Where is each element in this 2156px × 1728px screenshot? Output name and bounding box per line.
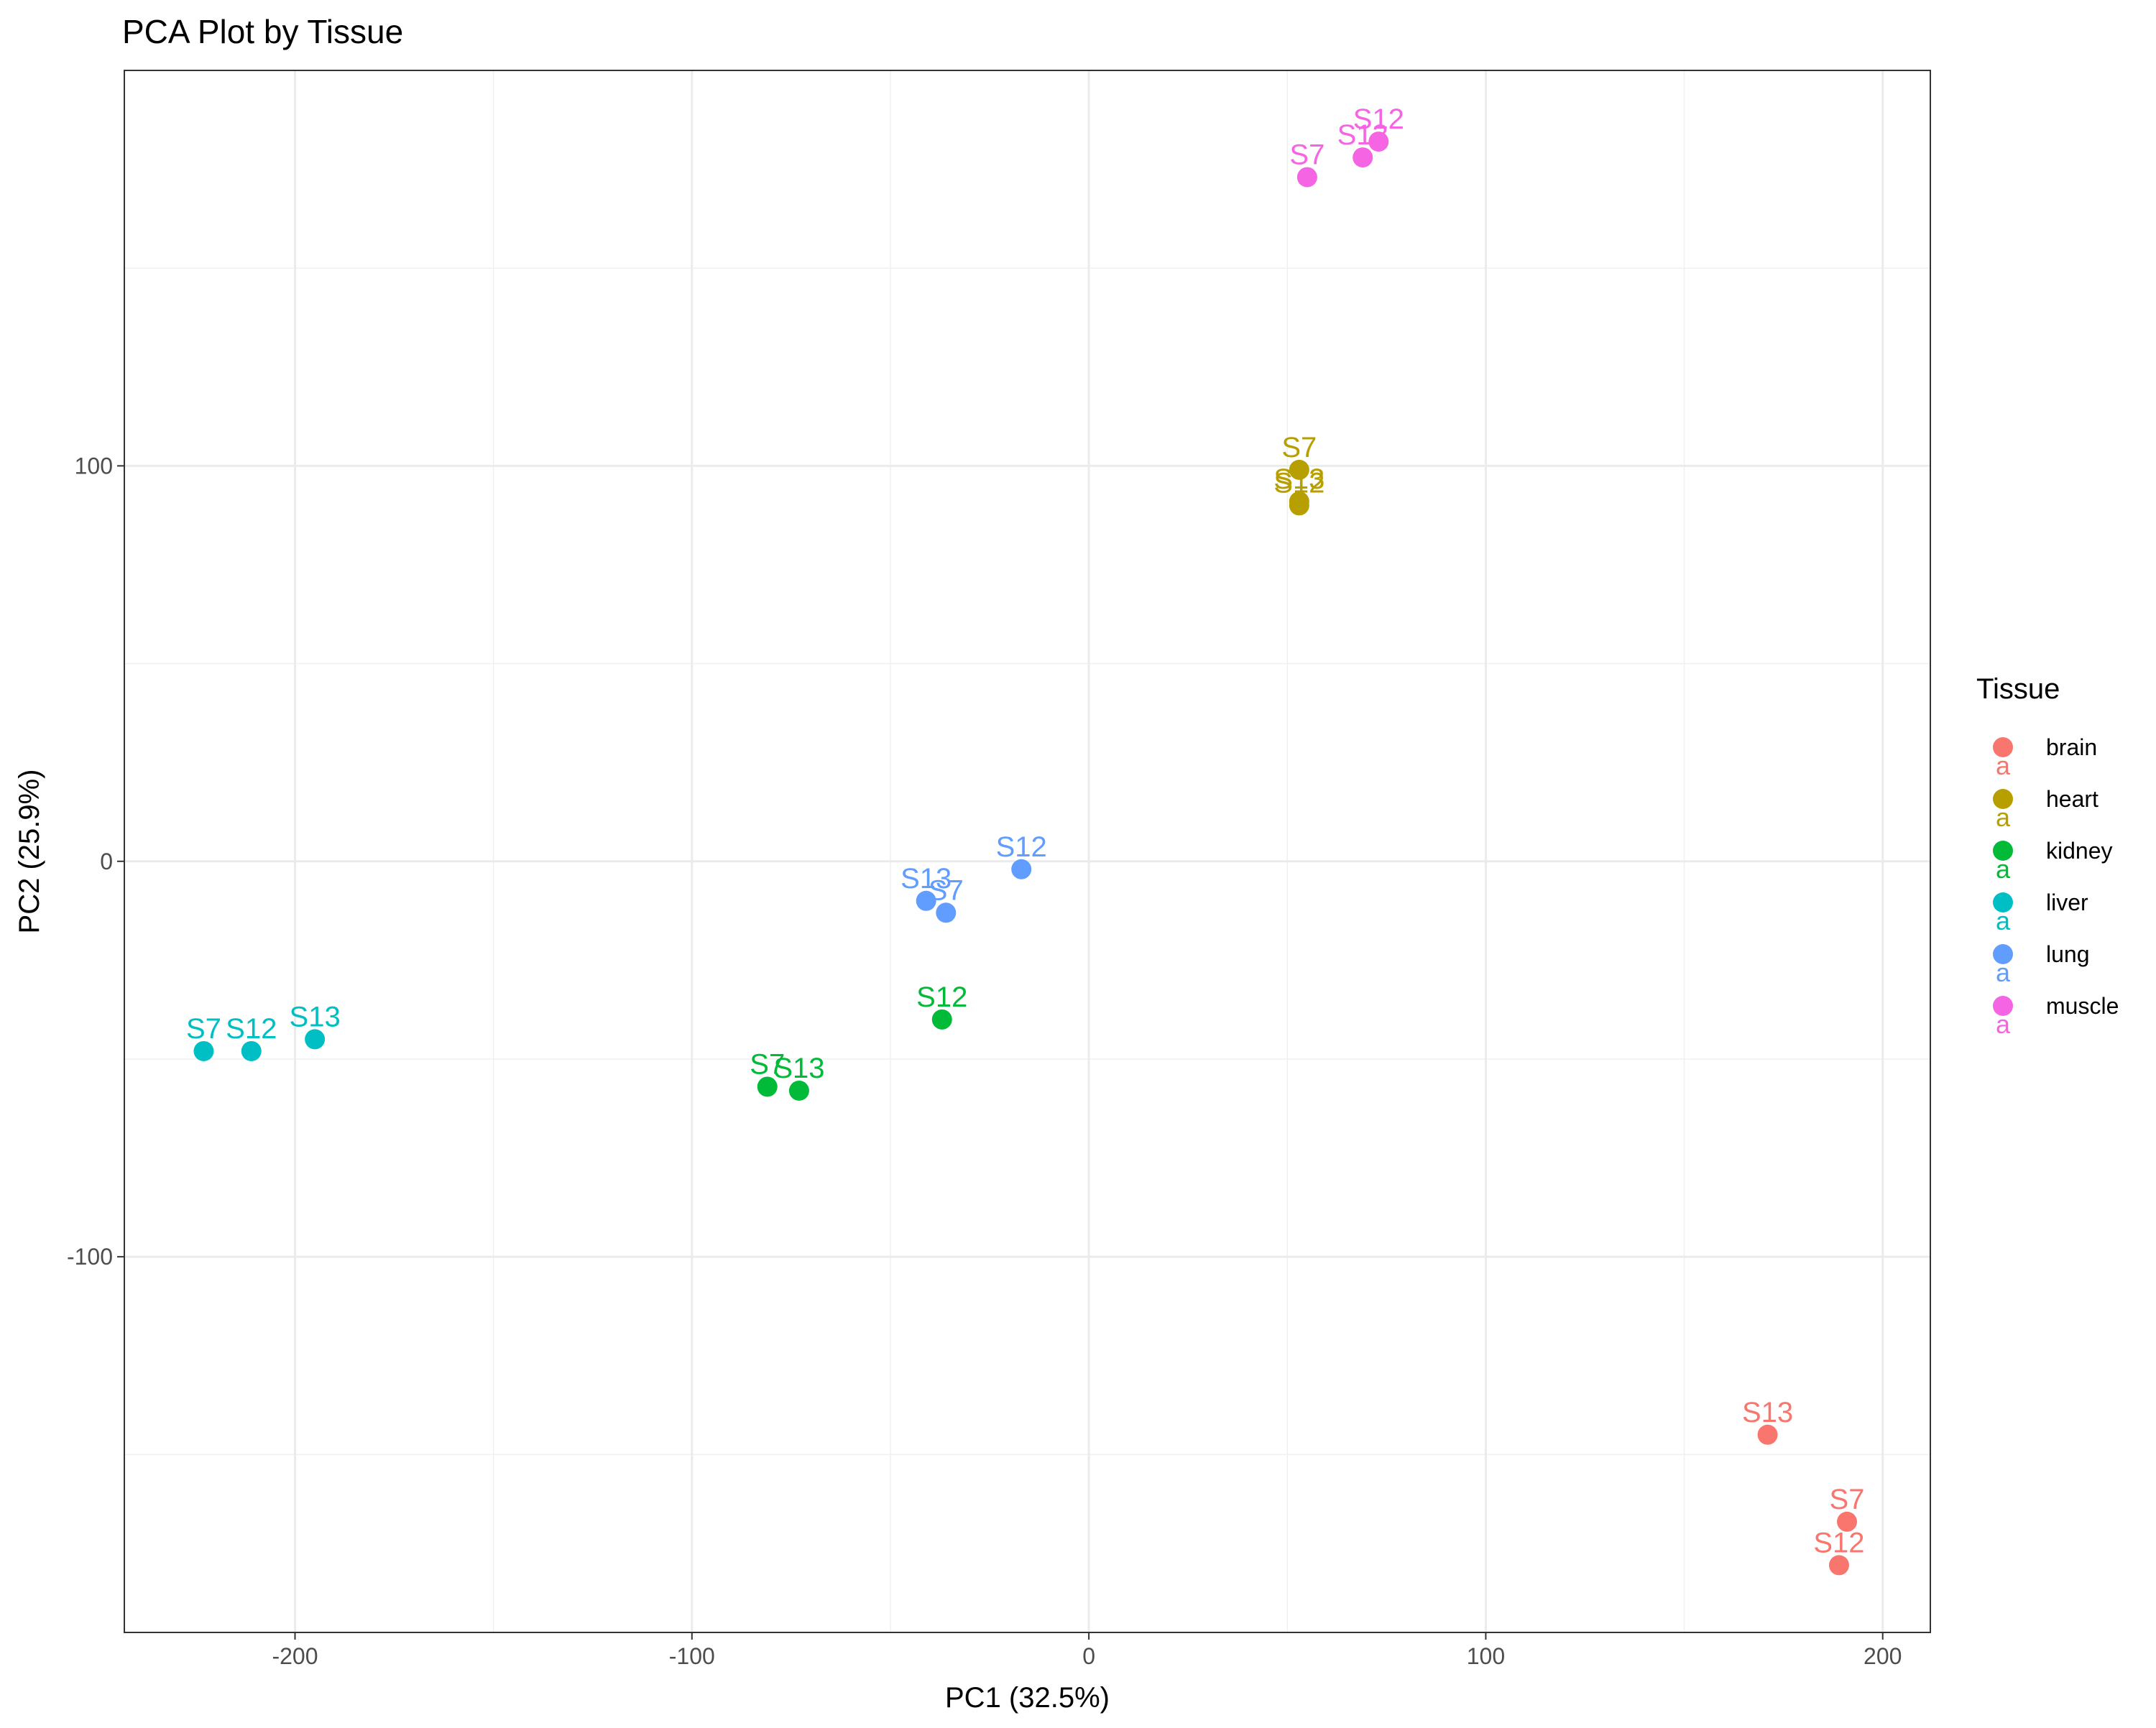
point-label-muscle: S7 (1289, 139, 1325, 171)
point-label-kidney: S7 (750, 1048, 785, 1080)
grid-layer (124, 70, 1930, 1632)
legend-label-heart: heart (2046, 786, 2099, 812)
plot-border (124, 70, 1931, 1633)
point-label-lung: S13 (900, 863, 952, 895)
point-label-heart: S12 (1273, 467, 1325, 499)
data-point-lung (936, 902, 957, 923)
point-label-liver: S13 (290, 1001, 341, 1032)
legend-key-glyph: a (1996, 854, 2011, 884)
data-point-kidney (931, 1009, 952, 1030)
legend-key-brain (1993, 737, 2013, 757)
x-tick-label: 0 (1082, 1643, 1095, 1669)
data-point-brain (1828, 1555, 1849, 1576)
legend-label-kidney: kidney (2046, 838, 2113, 864)
point-label-heart: S7 (1281, 432, 1317, 463)
legend-key-glyph: a (1996, 1009, 2011, 1039)
y-axis-title: PC2 (25.9%) (14, 770, 45, 934)
legend-key-glyph: a (1996, 958, 2011, 987)
legend-key-glyph: a (1996, 906, 2011, 935)
data-point-kidney (757, 1076, 778, 1097)
legend: Tissue a brain a heart a kidney a liver a lung a mus… (1976, 673, 2119, 1039)
legend-key-lung (1993, 944, 2013, 964)
point-label-brain: S7 (1830, 1484, 1865, 1515)
legend-label-liver: liver (2046, 890, 2088, 915)
legend-key-liver (1993, 892, 2013, 912)
data-point-brain (1837, 1511, 1858, 1532)
data-point-kidney (788, 1080, 809, 1101)
x-tick-label: -200 (272, 1643, 318, 1669)
data-point-liver (241, 1040, 262, 1061)
y-tick-label: 100 (75, 453, 113, 479)
plot-panel (124, 70, 1930, 1632)
point-label-brain: S12 (1813, 1527, 1864, 1558)
x-tick-label: 100 (1467, 1643, 1505, 1669)
legend-label-brain: brain (2046, 734, 2097, 760)
y-tick-label: 0 (100, 849, 113, 874)
y-tick-label: -100 (67, 1244, 113, 1270)
legend-key-glyph: a (1996, 803, 2011, 832)
legend-label-muscle: muscle (2046, 993, 2119, 1019)
data-point-muscle (1353, 147, 1373, 168)
point-label-muscle: S13 (1337, 119, 1388, 151)
data-point-lung (1011, 859, 1032, 879)
data-point-lung (916, 890, 936, 911)
data-point-muscle (1296, 167, 1317, 188)
x-tick-label: 200 (1864, 1643, 1902, 1669)
legend-key-heart (1993, 789, 2013, 809)
data-point-brain (1757, 1424, 1778, 1445)
point-label-kidney: S12 (916, 981, 967, 1013)
point-label-liver: S12 (226, 1013, 277, 1045)
data-point-liver (305, 1029, 326, 1050)
point-label-brain: S13 (1742, 1397, 1793, 1428)
x-tick-label: -100 (669, 1643, 715, 1669)
legend-key-glyph: a (1996, 751, 2011, 780)
point-label-kidney: S13 (773, 1053, 824, 1084)
point-label-heart: S13 (1273, 463, 1325, 495)
data-point-muscle (1368, 131, 1389, 152)
points-layer (193, 131, 1858, 1576)
data-point-liver (193, 1040, 214, 1061)
chart-title: PCA Plot by Tissue (122, 13, 403, 50)
legend-title: Tissue (1976, 673, 2060, 705)
point-label-muscle: S12 (1353, 103, 1404, 135)
point-label-lung: S7 (929, 874, 964, 906)
data-point-heart (1289, 495, 1309, 516)
data-point-heart (1289, 459, 1309, 480)
point-label-liver: S7 (186, 1013, 221, 1045)
legend-key-muscle (1993, 996, 2013, 1016)
axes-layer: -200 -100 0 100 200 -100 0 100 (67, 70, 1931, 1669)
point-label-lung: S12 (996, 831, 1047, 863)
legend-label-lung: lung (2046, 941, 2090, 967)
x-axis-title: PC1 (32.5%) (945, 1682, 1110, 1714)
legend-key-kidney (1993, 841, 2013, 861)
